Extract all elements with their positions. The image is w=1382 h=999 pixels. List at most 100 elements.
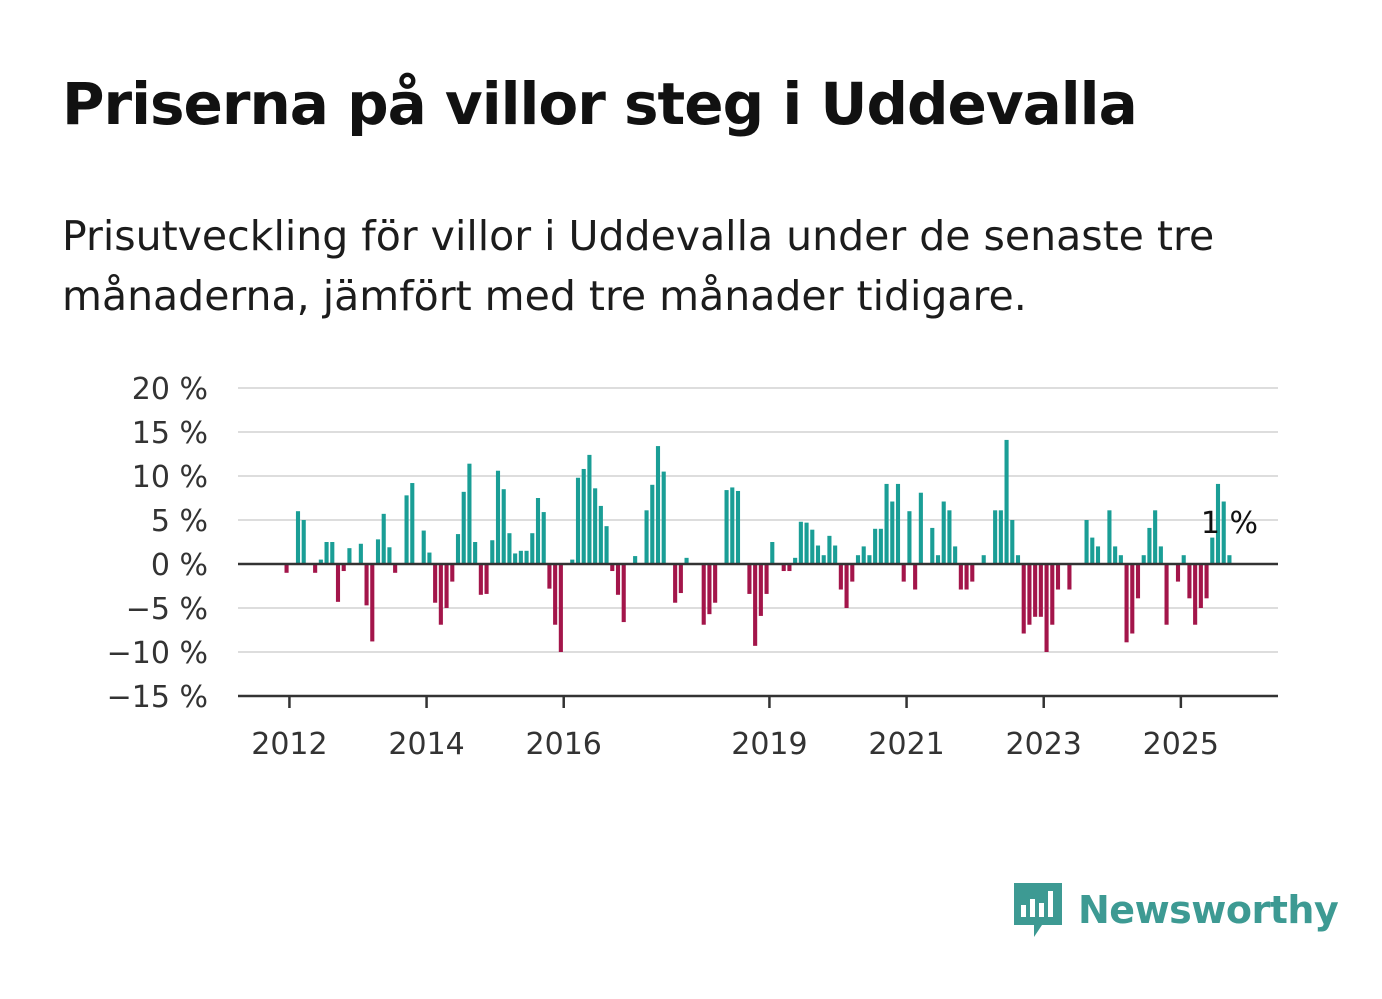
bar xyxy=(404,495,409,564)
x-tick-label: 2014 xyxy=(388,727,464,762)
bars xyxy=(284,439,1232,652)
bar xyxy=(941,501,946,564)
x-tick-label: 2025 xyxy=(1143,727,1219,762)
bar xyxy=(587,454,592,564)
y-tick-label: 10 % xyxy=(132,460,208,495)
bar xyxy=(1141,555,1146,564)
bar xyxy=(513,553,518,564)
bar xyxy=(993,510,998,564)
bar xyxy=(421,530,426,564)
bar xyxy=(770,542,775,564)
newsworthy-logo-icon xyxy=(1014,883,1062,937)
bar xyxy=(953,546,958,564)
grid-lines xyxy=(238,387,1278,653)
bar xyxy=(524,550,529,564)
bar xyxy=(507,533,512,564)
bar xyxy=(838,564,843,590)
bar xyxy=(804,522,809,564)
axes xyxy=(238,562,1278,708)
bar xyxy=(1090,537,1095,564)
bar-chart: 20 % 15 % 10 % 5 % 0 % −5 % −10 % −15 % 2012 2014… xyxy=(107,372,1278,762)
bar xyxy=(644,510,649,564)
bar xyxy=(604,526,609,564)
bar xyxy=(1130,564,1135,634)
bar xyxy=(330,542,335,564)
bar xyxy=(530,533,535,564)
bar xyxy=(518,550,523,564)
bar xyxy=(433,564,438,603)
labels: 20 % 15 % 10 % 5 % 0 % −5 % −10 % −15 % 2012 2014… xyxy=(107,372,1258,762)
y-tick-label: −10 % xyxy=(107,636,208,671)
bar xyxy=(684,557,689,564)
bar xyxy=(1227,555,1232,564)
bar xyxy=(558,564,563,652)
bar xyxy=(1181,555,1186,564)
x-tick-label: 2023 xyxy=(1006,727,1082,762)
bar xyxy=(1038,564,1043,617)
y-tick-label: −15 % xyxy=(107,680,208,715)
bar xyxy=(1153,510,1158,564)
bar xyxy=(1033,564,1038,617)
bar xyxy=(1221,501,1226,564)
bar xyxy=(890,501,895,564)
bar xyxy=(913,564,918,590)
y-tick-label: 20 % xyxy=(132,372,208,407)
bar xyxy=(735,490,741,564)
bar xyxy=(1050,564,1055,625)
bar xyxy=(455,534,461,564)
bar xyxy=(798,521,803,564)
bar xyxy=(490,540,495,564)
bar xyxy=(867,555,872,564)
bar xyxy=(753,564,758,646)
bar xyxy=(781,564,786,572)
bar xyxy=(878,528,883,564)
bar xyxy=(633,556,638,564)
bar xyxy=(673,564,678,603)
brand-logo: Newsworthy xyxy=(1012,880,1339,940)
bar xyxy=(387,547,392,564)
bar xyxy=(1147,527,1152,564)
bar xyxy=(598,505,603,564)
bar xyxy=(553,564,558,625)
bar xyxy=(661,471,666,564)
x-tick-label: 2019 xyxy=(731,727,807,762)
bar xyxy=(1164,564,1169,625)
bar xyxy=(1113,546,1118,564)
bar xyxy=(461,491,466,564)
bar xyxy=(1004,439,1009,564)
bar xyxy=(655,446,661,564)
bar xyxy=(884,483,889,564)
bar xyxy=(301,520,306,564)
bar xyxy=(1067,564,1072,590)
bar xyxy=(581,468,586,564)
bar xyxy=(821,555,826,564)
bar xyxy=(873,528,878,564)
bar xyxy=(547,564,552,589)
bar xyxy=(370,564,375,642)
bar xyxy=(730,487,735,564)
bar xyxy=(484,564,489,594)
bar xyxy=(1210,537,1215,564)
bar xyxy=(535,498,541,564)
bar xyxy=(861,546,866,564)
bar xyxy=(827,535,832,564)
bar xyxy=(758,564,763,616)
y-tick-label: 5 % xyxy=(151,504,208,539)
bar xyxy=(810,529,815,564)
bar xyxy=(621,564,626,623)
bar xyxy=(964,564,969,590)
bar xyxy=(793,557,798,564)
bar xyxy=(444,564,449,608)
bar xyxy=(844,564,849,608)
bar xyxy=(678,564,683,594)
bar xyxy=(1187,564,1192,599)
bar xyxy=(1215,483,1221,564)
bar xyxy=(833,545,838,564)
bar xyxy=(958,564,963,590)
bar xyxy=(335,564,341,602)
bar xyxy=(650,484,655,564)
bar xyxy=(981,555,986,564)
bar xyxy=(427,552,432,564)
bar xyxy=(1044,564,1049,652)
x-tick-label: 2012 xyxy=(251,727,327,762)
